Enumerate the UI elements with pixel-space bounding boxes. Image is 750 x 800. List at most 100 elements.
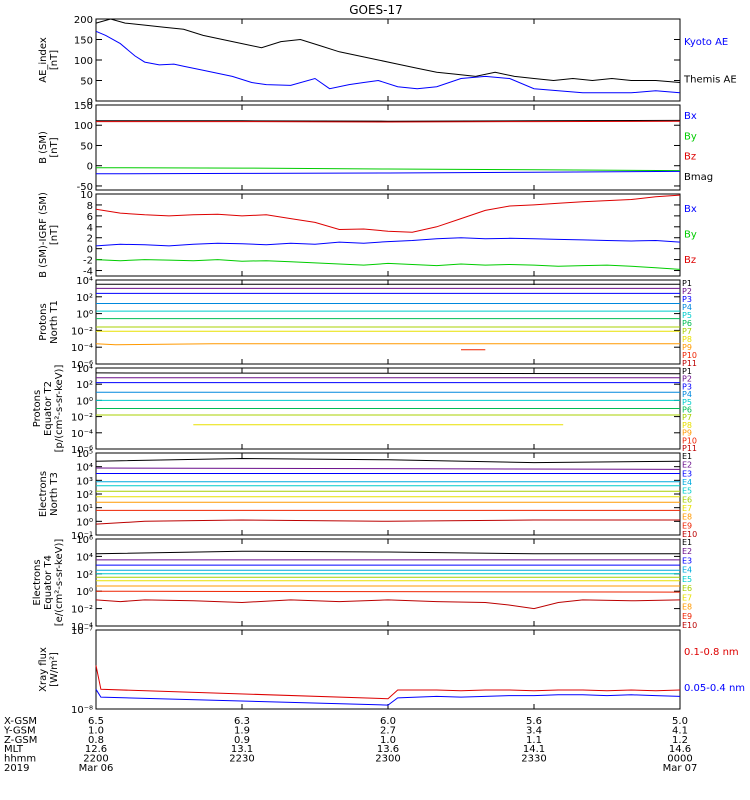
legend-entry: Bmag xyxy=(684,172,713,183)
y-tick-label: 10 xyxy=(80,190,93,201)
y-tick-label: 10² xyxy=(76,570,93,581)
legend-entry: E6 xyxy=(682,495,692,504)
y-axis-label: Electrons xyxy=(32,559,43,605)
x-axis-tick-label: 1.9 xyxy=(234,725,250,736)
legend-entry: P11 xyxy=(682,444,697,453)
legend-entry: E10 xyxy=(682,530,697,539)
x-axis-tick-label: 5.6 xyxy=(526,716,542,727)
x-axis-row-label: X-GSM xyxy=(4,716,37,727)
panel-frame xyxy=(95,18,681,102)
series-themis-ae xyxy=(95,18,681,83)
x-axis-row-label: hhmm xyxy=(4,754,36,765)
legend-entry: P3 xyxy=(682,295,692,304)
x-axis-tick-label: 2.7 xyxy=(380,725,396,736)
x-axis-tick-label: 12.6 xyxy=(85,744,107,755)
y-tick-label: 10⁻² xyxy=(71,326,93,337)
x-axis-tick-label: 4.1 xyxy=(672,725,688,736)
y-tick-label: 10⁰ xyxy=(76,587,93,598)
legend-entry: E5 xyxy=(682,487,692,496)
legend-entry: P6 xyxy=(682,319,692,328)
y-tick-label: 0 xyxy=(87,97,93,108)
series-bz xyxy=(96,120,681,123)
y-axis-label: Protons xyxy=(38,303,49,340)
legend-entry: E3 xyxy=(682,469,692,478)
series-bmag xyxy=(96,119,681,122)
y-tick-label: 10⁰ xyxy=(76,396,93,407)
legend-entry: E10 xyxy=(682,621,697,630)
panel-en: 10⁻¹ 10⁰ 10¹ 10² 10³ 10⁴ 10⁵ Electrons North T3 E… xyxy=(38,449,697,542)
x-axis-tick-label: 0.8 xyxy=(88,735,104,746)
legend-entry: Bz xyxy=(684,152,696,163)
legend-entry: P5 xyxy=(682,398,692,407)
x-axis-tick-label: Mar 07 xyxy=(663,763,698,774)
panel-pe: 10⁻⁶ 10⁻⁴ 10⁻² 10⁰ 10² 10⁴ Protons Equator T2 [p… xyxy=(32,364,697,456)
x-axis-tick-label: 13.6 xyxy=(377,744,399,755)
legend-entry: 0.1-0.8 nm xyxy=(684,647,739,658)
panel-ee: 10⁻⁴ 10⁻² 10⁰ 10² 10⁴ 10⁶ Electrons Equator T4[… xyxy=(32,535,697,633)
y-axis-label: [nT] xyxy=(49,225,60,245)
legend-entry: P7 xyxy=(682,413,692,422)
y-axis-label: Equator T4 xyxy=(43,555,54,610)
panel-frame xyxy=(95,629,681,710)
x-axis-tick-label: 13.1 xyxy=(231,744,253,755)
legend-entry: P2 xyxy=(682,375,692,384)
y-tick-label: 6 xyxy=(87,212,93,223)
x-axis-tick-label: 2330 xyxy=(521,754,546,765)
y-axis-label: Electrons xyxy=(38,471,49,517)
y-tick-label: 100 xyxy=(74,56,93,67)
y-axis-label: Equator T2 xyxy=(43,381,54,436)
y-tick-label: 10⁻⁴ xyxy=(71,343,93,354)
legend-entry: P2 xyxy=(682,287,692,296)
y-tick-label: 10⁰ xyxy=(76,310,93,321)
y-tick-label: 10⁻⁴ xyxy=(71,622,93,633)
series-p1 xyxy=(95,372,681,375)
y-tick-label: 50 xyxy=(80,141,93,152)
y-tick-label: 10⁴ xyxy=(76,552,93,563)
x-axis-tick-label: 1.1 xyxy=(526,735,542,746)
y-tick-label: 10³ xyxy=(76,476,93,487)
legend-entry: E5 xyxy=(682,575,692,584)
x-axis-tick-label: 0.9 xyxy=(234,735,250,746)
panel-bsm: -50 0 50 100 150 B (SM) [nT] Bx By Bz Bmag xyxy=(38,101,713,193)
y-tick-label: 10⁻⁴ xyxy=(71,429,93,440)
y-tick-label: 10⁵ xyxy=(76,449,93,460)
y-axis-label: [e/(cm²-s-sr-keV)] xyxy=(54,539,65,627)
series-by xyxy=(95,167,681,172)
legend-entry: Bx xyxy=(684,111,697,122)
y-axis-label: Xray flux xyxy=(38,647,49,692)
y-axis-label: [W/m²] xyxy=(49,652,60,687)
legend-entry: Kyoto AE xyxy=(684,37,728,48)
x-axis-tick-label: 2230 xyxy=(229,754,254,765)
y-tick-label: 150 xyxy=(74,36,93,47)
legend-entry: By xyxy=(684,131,697,142)
y-tick-label: 10⁴ xyxy=(76,364,93,375)
panel-frame xyxy=(95,104,681,191)
legend-entry: P3 xyxy=(682,382,692,391)
y-tick-label: 2 xyxy=(87,234,93,245)
y-tick-label: 10⁻⁸ xyxy=(71,705,93,716)
y-tick-label: -50 xyxy=(77,182,93,193)
panel-xray: 10⁻⁸ 10⁻⁷ Xray flux [W/m²] 0.1-0.8 nm 0.05-0.… xyxy=(38,626,745,716)
x-axis-tick-label: 1.0 xyxy=(88,725,104,736)
legend-entry: E7 xyxy=(682,593,692,602)
legend-entry: P6 xyxy=(682,406,692,415)
x-axis-tick-label: 6.5 xyxy=(88,716,104,727)
y-axis-label: North T1 xyxy=(49,300,60,344)
legend-entry: 0.05-0.4 nm xyxy=(684,683,745,694)
legend-entry: P1 xyxy=(682,367,692,376)
legend-entry: E1 xyxy=(682,452,692,461)
y-tick-label: 10⁻⁶ xyxy=(71,445,93,456)
y-tick-label: 10² xyxy=(76,380,93,391)
y-axis-label: North T3 xyxy=(49,472,60,516)
legend-entry: E2 xyxy=(682,547,692,556)
x-axis-tick-label: 6.3 xyxy=(234,716,250,727)
legend-entry: P9 xyxy=(682,429,692,438)
x-axis-tick-label: 1.2 xyxy=(672,735,688,746)
legend-entry: P8 xyxy=(682,421,692,430)
y-tick-label: 10¹ xyxy=(76,504,93,515)
series-bx xyxy=(95,170,681,175)
x-axis-tick-label: 1.0 xyxy=(380,735,396,746)
y-tick-label: 10⁻⁷ xyxy=(71,626,93,637)
series-e1 xyxy=(95,550,680,555)
